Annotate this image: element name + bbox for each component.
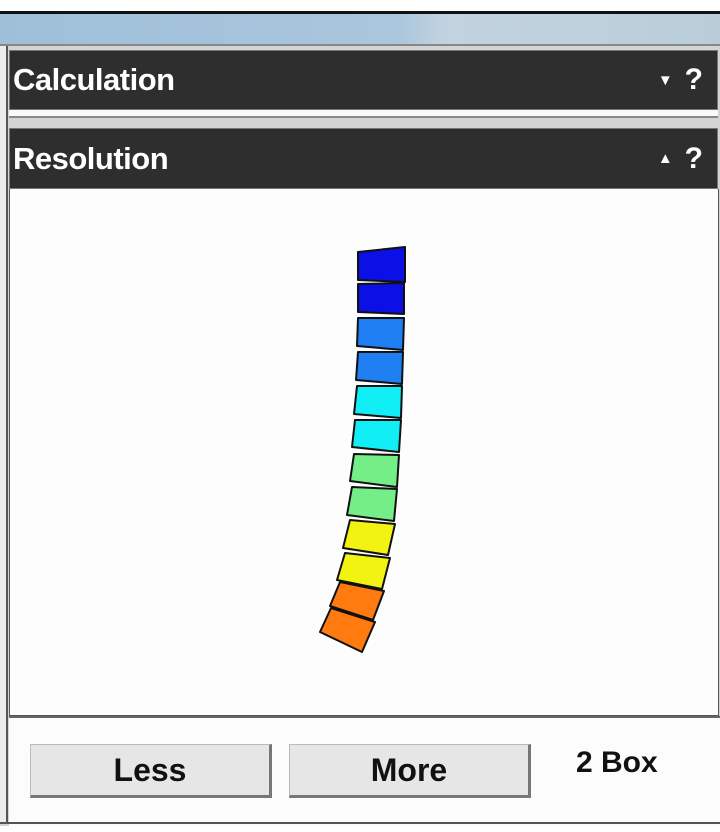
box-count-label: 2 Box [576, 746, 658, 779]
panel-left-edge [0, 46, 8, 824]
column-segment [357, 282, 405, 315]
column-segment [349, 453, 400, 488]
column-segment [356, 317, 405, 351]
column-segment [355, 351, 404, 385]
column-segment [329, 581, 385, 621]
calculation-title: Calculation [13, 62, 175, 97]
column-segment [357, 246, 406, 283]
column-segment [351, 419, 402, 453]
resolution-panel-header[interactable]: Resolution ▲ ? [9, 128, 718, 189]
column-segment [336, 552, 391, 590]
column-segment [342, 519, 396, 556]
panel-bottom-border [0, 822, 720, 824]
column-segment [346, 486, 398, 522]
resolution-help-icon[interactable]: ? [684, 141, 703, 175]
calculation-help-icon[interactable]: ? [684, 63, 703, 96]
resolution-title: Resolution [13, 140, 169, 176]
window-top-border [0, 11, 720, 14]
column-segment [319, 607, 376, 653]
column-segment [353, 385, 403, 419]
less-button[interactable]: Less [30, 744, 272, 798]
calculation-panel-header[interactable]: Calculation ▼ ? [9, 50, 718, 110]
collapse-triangle-up-icon[interactable]: ▲ [657, 150, 673, 167]
window-title-bar [0, 14, 720, 44]
panel-separator [9, 110, 718, 118]
more-button[interactable]: More [289, 744, 531, 798]
expand-triangle-down-icon[interactable]: ▼ [657, 71, 673, 89]
